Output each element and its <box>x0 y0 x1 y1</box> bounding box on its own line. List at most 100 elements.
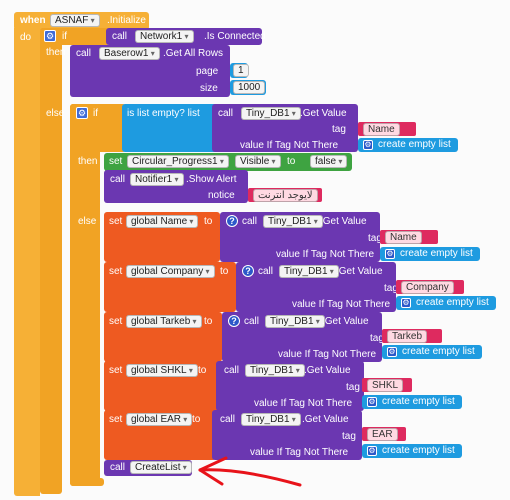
component-dropdown-tinydb[interactable]: Tiny_DB1 <box>265 315 325 328</box>
create-empty-list-block[interactable]: ⚙ create empty list <box>382 345 482 359</box>
call-label: call <box>110 174 126 185</box>
to-label: to <box>204 316 213 327</box>
call-tinydb-getvalue-ear[interactable]: call Tiny_DB1 .Get Value tag value If Ta… <box>212 410 362 460</box>
size-value[interactable]: 1000 <box>233 81 266 94</box>
if-block-network[interactable] <box>40 28 62 494</box>
method-is-connected: .Is Connected <box>204 31 266 42</box>
number-block-page[interactable]: 1 <box>230 63 249 78</box>
variable-dropdown-name[interactable]: global Name <box>126 215 199 228</box>
call-is-connected[interactable]: call Network1 .Is Connected <box>106 28 266 45</box>
create-list-icon[interactable]: ⚙ <box>401 298 411 308</box>
create-empty-list-block[interactable]: ⚙ create empty list <box>396 296 496 310</box>
create-empty-list-block[interactable]: ⚙ create empty list <box>358 138 458 152</box>
tag-value[interactable]: Name <box>385 231 422 244</box>
vitns-label: value If Tag Not There <box>278 349 377 360</box>
text-block-ear-tag[interactable]: EAR <box>362 427 406 441</box>
call-label: call <box>220 414 236 425</box>
text-value[interactable]: Name <box>363 123 400 136</box>
property-dropdown-visible[interactable]: Visible <box>235 155 281 168</box>
page-value[interactable]: 1 <box>233 64 249 77</box>
then-label: then <box>46 47 66 58</box>
create-list-icon[interactable]: ⚙ <box>387 347 397 357</box>
variable-dropdown-shkl[interactable]: global SHKL <box>126 364 198 377</box>
component-dropdown-notifier1[interactable]: Notifier1 <box>130 173 184 186</box>
call-tinydb-getvalue-name[interactable]: ? call Tiny_DB1 .Get Value tag value If … <box>220 212 382 262</box>
create-empty-list-label: create empty list <box>416 297 489 308</box>
gear-icon[interactable]: ⚙ <box>44 30 56 42</box>
component-dropdown-network1[interactable]: Network1 <box>135 30 194 43</box>
question-icon[interactable]: ? <box>242 265 254 277</box>
tag-value[interactable]: Company <box>401 281 454 294</box>
set-global-company-block[interactable]: set global Company to <box>104 262 236 312</box>
component-dropdown-tinydb[interactable]: Tiny_DB1 <box>241 107 301 120</box>
question-icon[interactable]: ? <box>226 215 238 227</box>
set-label: set <box>109 216 123 227</box>
create-empty-list-label: create empty list <box>382 396 455 407</box>
text-block-company-tag[interactable]: Company <box>396 280 464 294</box>
variable-dropdown-ear[interactable]: global EAR <box>126 413 193 426</box>
method-get-value: .Get Value <box>320 216 367 227</box>
number-block-size[interactable]: 1000 <box>230 80 266 95</box>
create-empty-list-block[interactable]: ⚙ create empty list <box>362 395 462 409</box>
else-label: else <box>78 216 97 227</box>
create-empty-list-block[interactable]: ⚙ create empty list <box>380 247 480 261</box>
question-icon[interactable]: ? <box>228 315 240 327</box>
if-block-list-empty-footer <box>70 478 104 486</box>
set-visible-block[interactable]: set Circular_Progress1 Visible to false <box>104 153 352 171</box>
component-dropdown-tinydb[interactable]: Tiny_DB1 <box>263 215 323 228</box>
tag-value[interactable]: SHKL <box>367 379 404 392</box>
tag-value[interactable]: Tarkeb <box>387 330 428 343</box>
create-list-icon[interactable]: ⚙ <box>363 140 373 150</box>
set-label: set <box>109 414 123 425</box>
call-show-alert[interactable]: call Notifier1 .Show Alert notice <box>104 170 248 203</box>
create-list-icon[interactable]: ⚙ <box>367 446 377 456</box>
set-global-shkl-block[interactable]: set global SHKL to <box>104 361 220 411</box>
create-list-icon[interactable]: ⚙ <box>367 397 377 407</box>
set-global-ear-block[interactable]: set global EAR to <box>104 410 216 460</box>
else-label: else <box>46 108 65 119</box>
to-label: to <box>220 266 229 277</box>
component-dropdown-tinydb[interactable]: Tiny_DB1 <box>279 265 339 278</box>
if-label: if <box>93 108 98 119</box>
call-tinydb-getvalue-shkl[interactable]: call Tiny_DB1 .Get Value tag value If Ta… <box>216 361 364 411</box>
create-list-icon[interactable]: ⚙ <box>385 249 395 259</box>
variable-dropdown-tarkeb[interactable]: global Tarkeb <box>126 315 202 328</box>
procedure-dropdown-createlist[interactable]: CreateList <box>130 461 192 474</box>
text-block-tarkeb-tag[interactable]: Tarkeb <box>382 329 442 343</box>
if-block-list-empty[interactable] <box>70 104 100 486</box>
component-dropdown-baserow1[interactable]: Baserow1 <box>99 47 160 60</box>
component-dropdown-tinydb[interactable]: Tiny_DB1 <box>241 413 301 426</box>
gear-icon[interactable]: ⚙ <box>76 107 88 119</box>
create-empty-list-block[interactable]: ⚙ create empty list <box>362 444 462 458</box>
call-tinydb-getvalue-tarkeb[interactable]: ? call Tiny_DB1 .Get Value tag value If … <box>222 312 384 362</box>
if-label: if <box>62 31 67 42</box>
text-block-name-tag[interactable]: Name <box>380 230 438 244</box>
notice-label: notice <box>208 190 235 201</box>
text-block-notice[interactable]: لايوجد انترنت <box>248 188 322 202</box>
tag-label: tag <box>346 382 360 393</box>
set-global-name-block[interactable]: set global Name to <box>104 212 220 262</box>
text-block-name[interactable]: Name <box>358 122 416 136</box>
tag-value[interactable]: EAR <box>367 428 398 441</box>
component-dropdown-tinydb[interactable]: Tiny_DB1 <box>245 364 305 377</box>
set-global-tarkeb-block[interactable]: set global Tarkeb to <box>104 312 222 362</box>
event-name: .Initialize <box>107 15 146 26</box>
call-tinydb-getvalue-check[interactable]: call Tiny_DB1 .Get Value tag value If Ta… <box>212 104 358 152</box>
notice-value[interactable]: لايوجد انترنت <box>253 189 318 202</box>
variable-dropdown-company[interactable]: global Company <box>126 265 215 278</box>
method-get-all-rows: .Get All Rows <box>163 48 224 59</box>
call-get-all-rows[interactable]: call Baserow1 .Get All Rows page size <box>70 45 230 97</box>
event-block-initialize[interactable]: when ASNAF .Initialize <box>14 12 149 30</box>
logic-false-value[interactable]: false <box>310 155 348 168</box>
vitns-label: value If Tag Not There <box>250 447 349 458</box>
component-dropdown-asnaf[interactable]: ASNAF <box>50 14 100 27</box>
call-createlist-block[interactable]: call CreateList <box>104 460 192 476</box>
text-block-shkl-tag[interactable]: SHKL <box>362 378 412 392</box>
set-label: set <box>109 365 123 376</box>
vitns-label: value If Tag Not There <box>276 249 375 260</box>
event-block-body-spine <box>14 28 40 496</box>
is-list-empty-block[interactable]: is list empty? list <box>122 104 218 152</box>
to-label: to <box>198 365 207 376</box>
component-dropdown-progress[interactable]: Circular_Progress1 <box>127 155 229 168</box>
call-tinydb-getvalue-company[interactable]: ? call Tiny_DB1 .Get Value tag value If … <box>236 262 398 312</box>
